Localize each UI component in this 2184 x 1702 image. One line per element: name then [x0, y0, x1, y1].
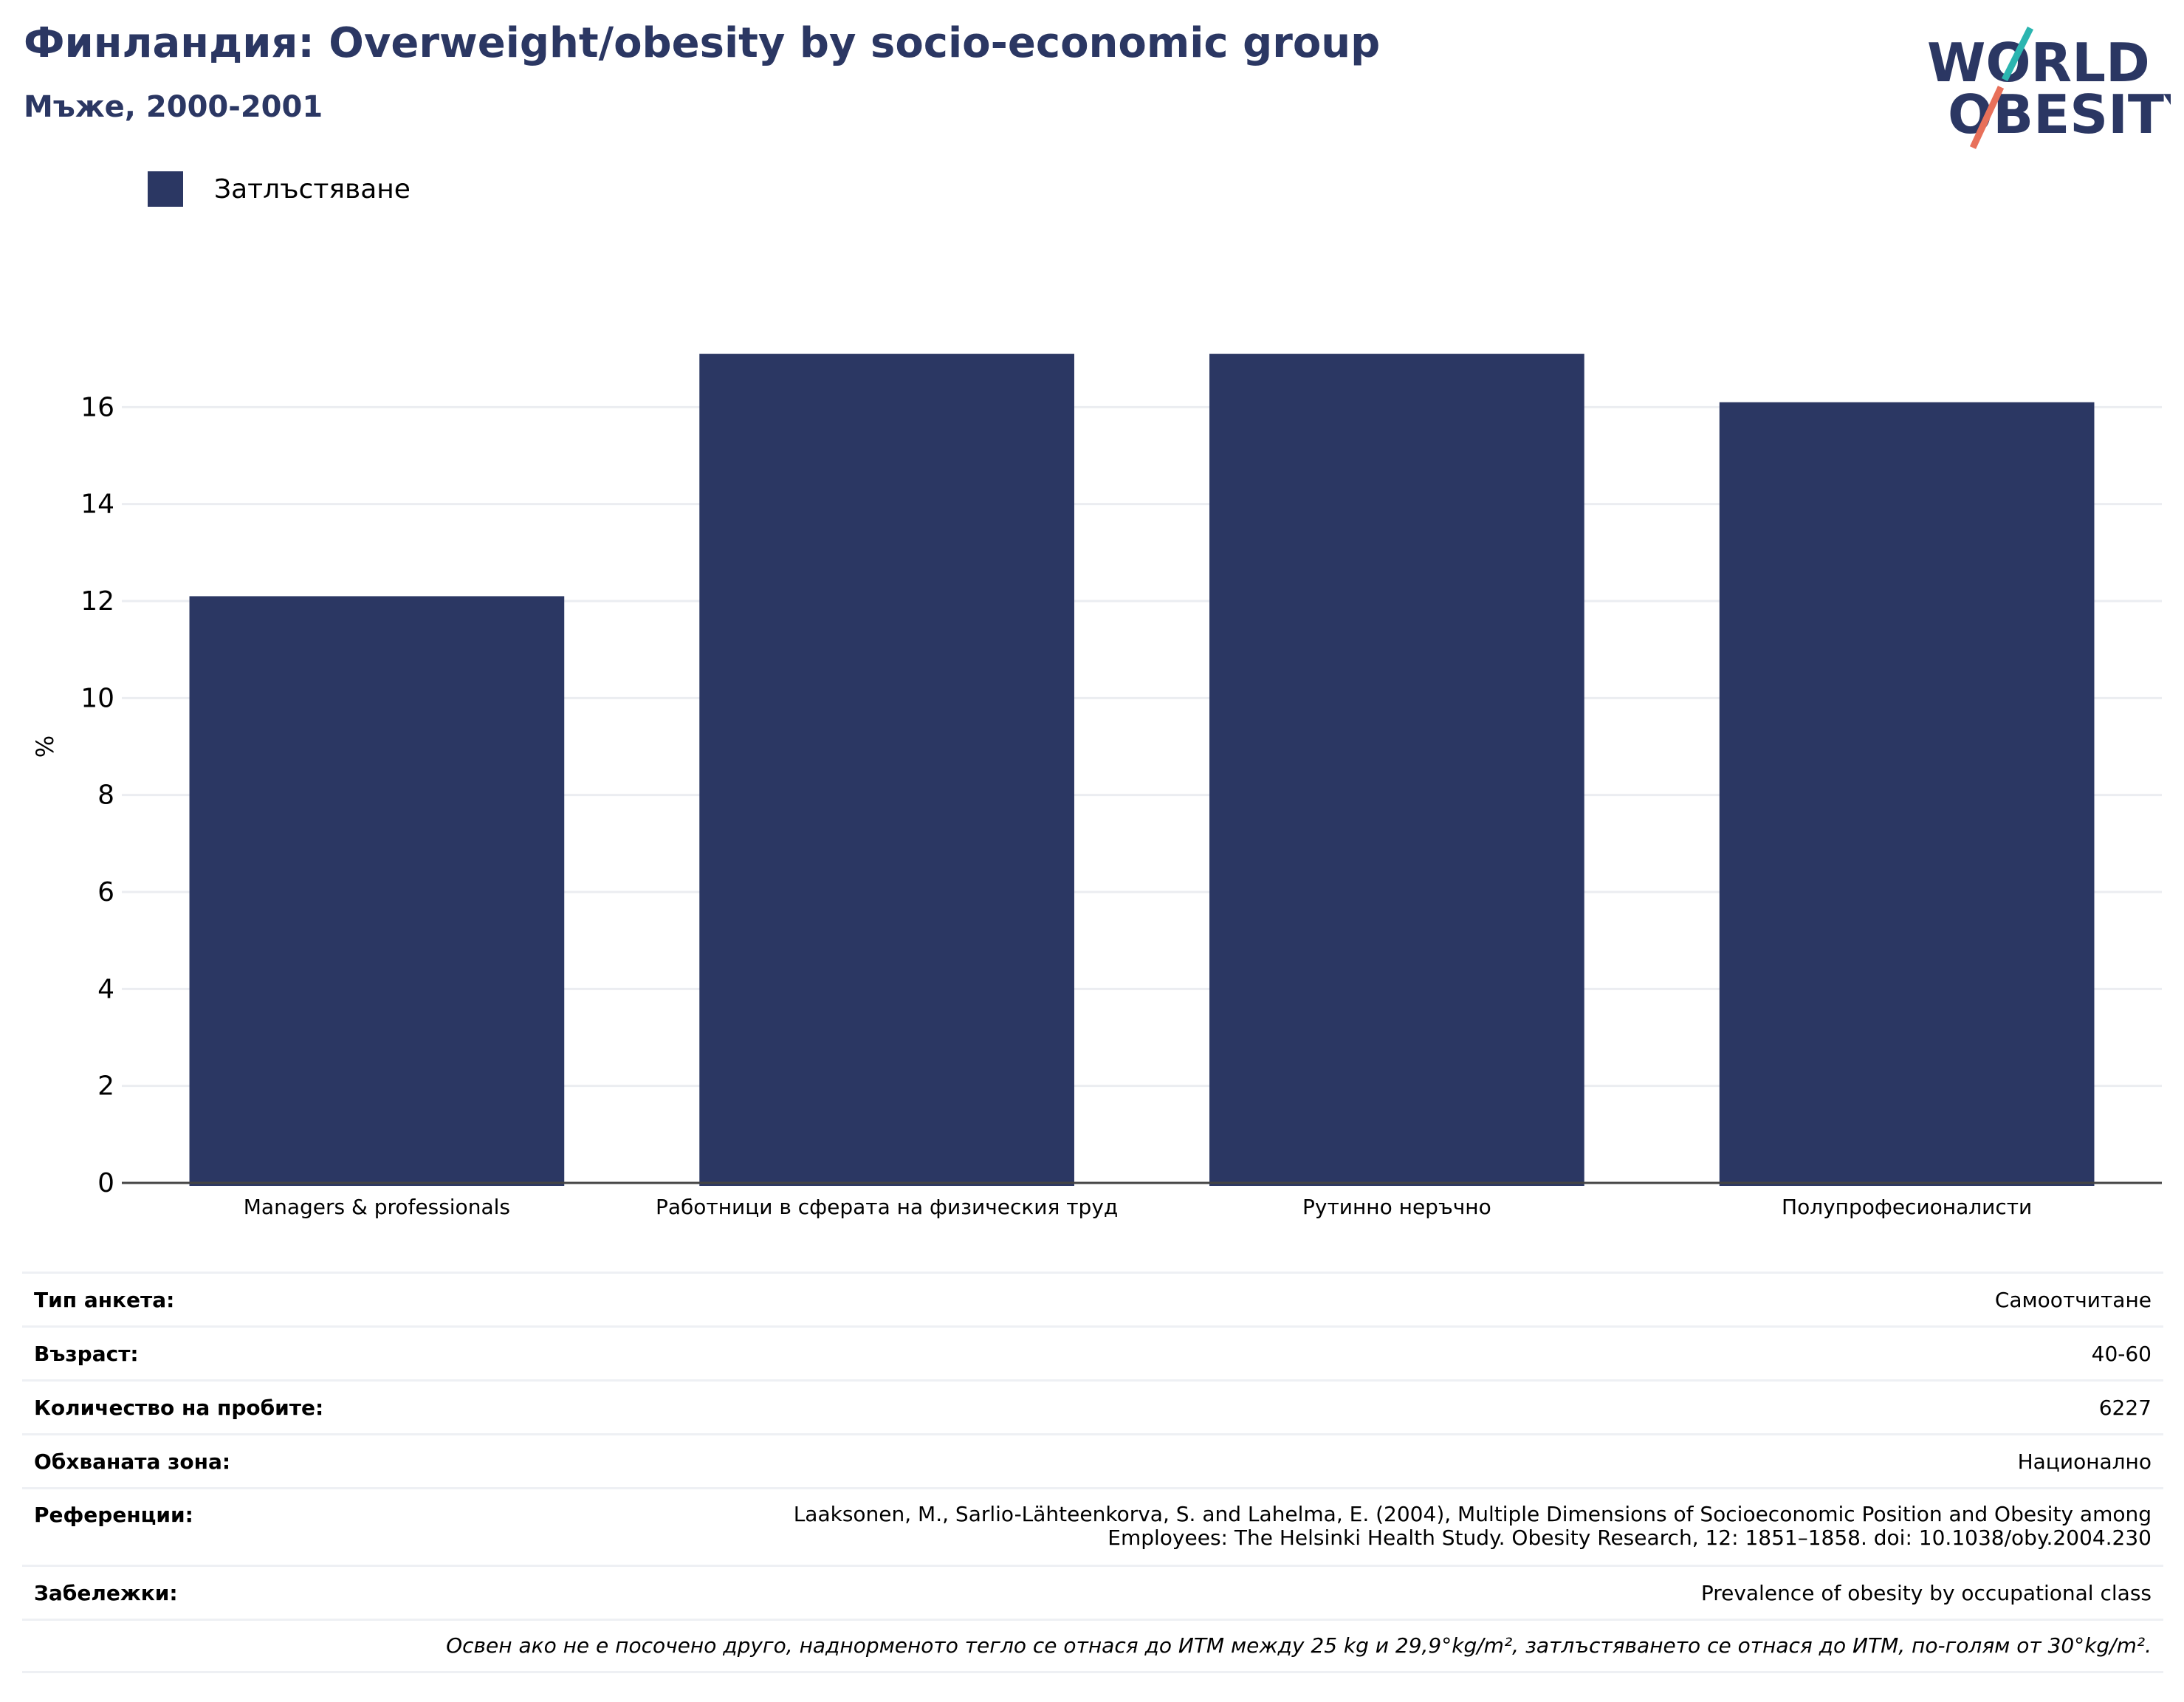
- x-tick-label: Managers & professionals: [244, 1195, 510, 1219]
- y-tick-label: 10: [80, 683, 114, 713]
- meta-value: Национално: [2017, 1449, 2152, 1474]
- meta-value: Laaksonen, M., Sarlio-Lähteenkorva, S. a…: [793, 1502, 2152, 1550]
- y-tick-label: 8: [97, 780, 114, 811]
- y-tick-label: 4: [97, 974, 114, 1004]
- meta-row-survey-type: Тип анкета: Самоотчитане: [22, 1272, 2163, 1325]
- logo-slash-teal: [2001, 26, 2034, 82]
- metadata-table: Тип анкета: Самоотчитане Възраст: 40-60 …: [22, 1272, 2163, 1673]
- y-tick-label: 6: [97, 877, 114, 907]
- meta-row-age: Възраст: 40-60: [22, 1325, 2163, 1379]
- chart-title: Финландия: Overweight/obesity by socio-e…: [24, 19, 1381, 67]
- meta-row-sample-size: Количество на пробите: 6227: [22, 1379, 2163, 1433]
- meta-key: Възраст:: [34, 1341, 139, 1366]
- x-tick-label: Рутинно неръчно: [1302, 1195, 1491, 1219]
- chart-subtitle: Мъже, 2000-2001: [24, 90, 323, 124]
- meta-row-area: Обхваната зона: Национално: [22, 1433, 2163, 1487]
- x-tick-label: Работници в сферата на физическия труд: [656, 1195, 1118, 1219]
- chart-legend: Затлъстяване: [148, 171, 411, 207]
- bar: [1209, 354, 1584, 1187]
- meta-row-notes: Забележки: Prevalence of obesity by occu…: [22, 1565, 2163, 1619]
- meta-value: 6227: [2098, 1395, 2152, 1420]
- world-obesity-logo: WORLD OBESITY: [1927, 26, 2171, 149]
- y-tick-label: 2: [97, 1071, 114, 1102]
- meta-key: Забележки:: [34, 1580, 178, 1605]
- meta-value: Самоотчитане: [1994, 1287, 2152, 1312]
- y-axis-label: %: [31, 735, 59, 758]
- meta-key: Тип анкета:: [34, 1287, 175, 1312]
- x-tick-label: Полупрофесионалисти: [1782, 1195, 2032, 1219]
- meta-value: 40-60: [2091, 1341, 2152, 1366]
- bar: [699, 354, 1074, 1187]
- meta-row-references: Референции: Laaksonen, M., Sarlio-Lähtee…: [22, 1487, 2163, 1565]
- y-tick-label: 16: [80, 392, 114, 422]
- definition-note: Освен ако не е посочено друго, наднормен…: [22, 1619, 2163, 1673]
- y-tick-label: 12: [80, 586, 114, 617]
- bar: [189, 596, 565, 1186]
- legend-label: Затлъстяване: [214, 174, 411, 205]
- meta-value: Prevalence of obesity by occupational cl…: [1700, 1580, 2152, 1605]
- legend-swatch: [148, 171, 183, 207]
- y-tick-label: 0: [97, 1168, 114, 1198]
- meta-key: Количество на пробите:: [34, 1395, 324, 1420]
- bar-chart: 0 2 4 6 8 10 12 14 16% Managers & professionals Ра…: [31, 354, 2162, 1219]
- meta-key: Обхваната зона:: [34, 1449, 231, 1474]
- bar: [1719, 402, 2095, 1187]
- logo-slash-coral: [1969, 86, 2005, 149]
- meta-key: Референции:: [34, 1503, 193, 1527]
- y-tick-label: 14: [80, 490, 114, 520]
- logo-word-1: WORLD: [1927, 32, 2150, 94]
